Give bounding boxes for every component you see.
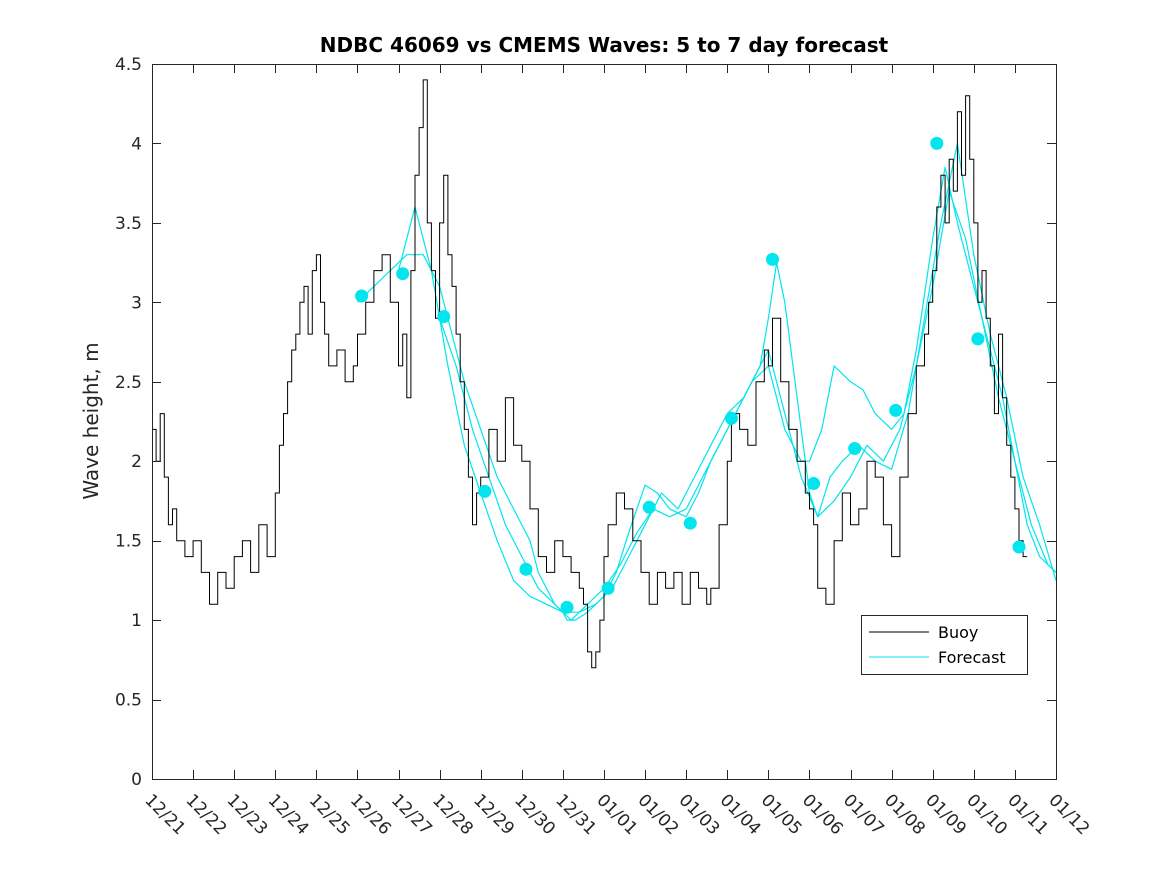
forecast-marker bbox=[560, 600, 574, 614]
forecast-marker bbox=[478, 484, 492, 498]
plot-layer bbox=[152, 79, 1057, 669]
forecast-marker bbox=[519, 562, 533, 576]
forecast-marker bbox=[683, 516, 697, 530]
forecast-marker bbox=[930, 136, 944, 150]
forecast-marker bbox=[724, 411, 738, 425]
forecast-marker bbox=[437, 310, 451, 324]
forecast-marker bbox=[355, 289, 369, 303]
legend-forecast-label: Forecast bbox=[938, 648, 1006, 667]
forecast-marker bbox=[848, 442, 862, 455]
forecast-marker bbox=[396, 267, 410, 281]
y-tick-label: 0.5 bbox=[115, 691, 142, 711]
legend-box bbox=[861, 615, 1028, 675]
forecast-marker bbox=[766, 252, 779, 266]
forecast-marker bbox=[807, 477, 821, 490]
forecast-line bbox=[439, 190, 1057, 621]
legend: Buoy Forecast bbox=[861, 615, 1028, 675]
y-tick-label: 4.5 bbox=[115, 55, 142, 75]
chart-title: NDBC 46069 vs CMEMS Waves: 5 to 7 day fo… bbox=[320, 33, 889, 57]
forecast-marker bbox=[601, 581, 615, 595]
y-tick-label: 1 bbox=[131, 611, 142, 631]
y-tick-label: 2 bbox=[131, 452, 142, 472]
forecast-marker bbox=[971, 332, 985, 346]
forecast-marker bbox=[642, 500, 656, 514]
forecast-marker bbox=[1012, 540, 1026, 554]
buoy-line bbox=[152, 79, 1028, 669]
legend-buoy-label: Buoy bbox=[938, 623, 978, 642]
y-tick-label: 0 bbox=[131, 770, 142, 790]
y-axis-label: Wave height, m bbox=[79, 342, 103, 499]
y-tick-label: 3.5 bbox=[115, 214, 142, 234]
y-tick-label: 1.5 bbox=[115, 532, 142, 552]
y-tick-label: 2.5 bbox=[115, 373, 142, 393]
plot-frame bbox=[152, 64, 1057, 780]
forecast-marker bbox=[889, 403, 903, 417]
y-tick-label: 3 bbox=[131, 293, 142, 313]
y-tick-label: 4 bbox=[131, 134, 142, 154]
